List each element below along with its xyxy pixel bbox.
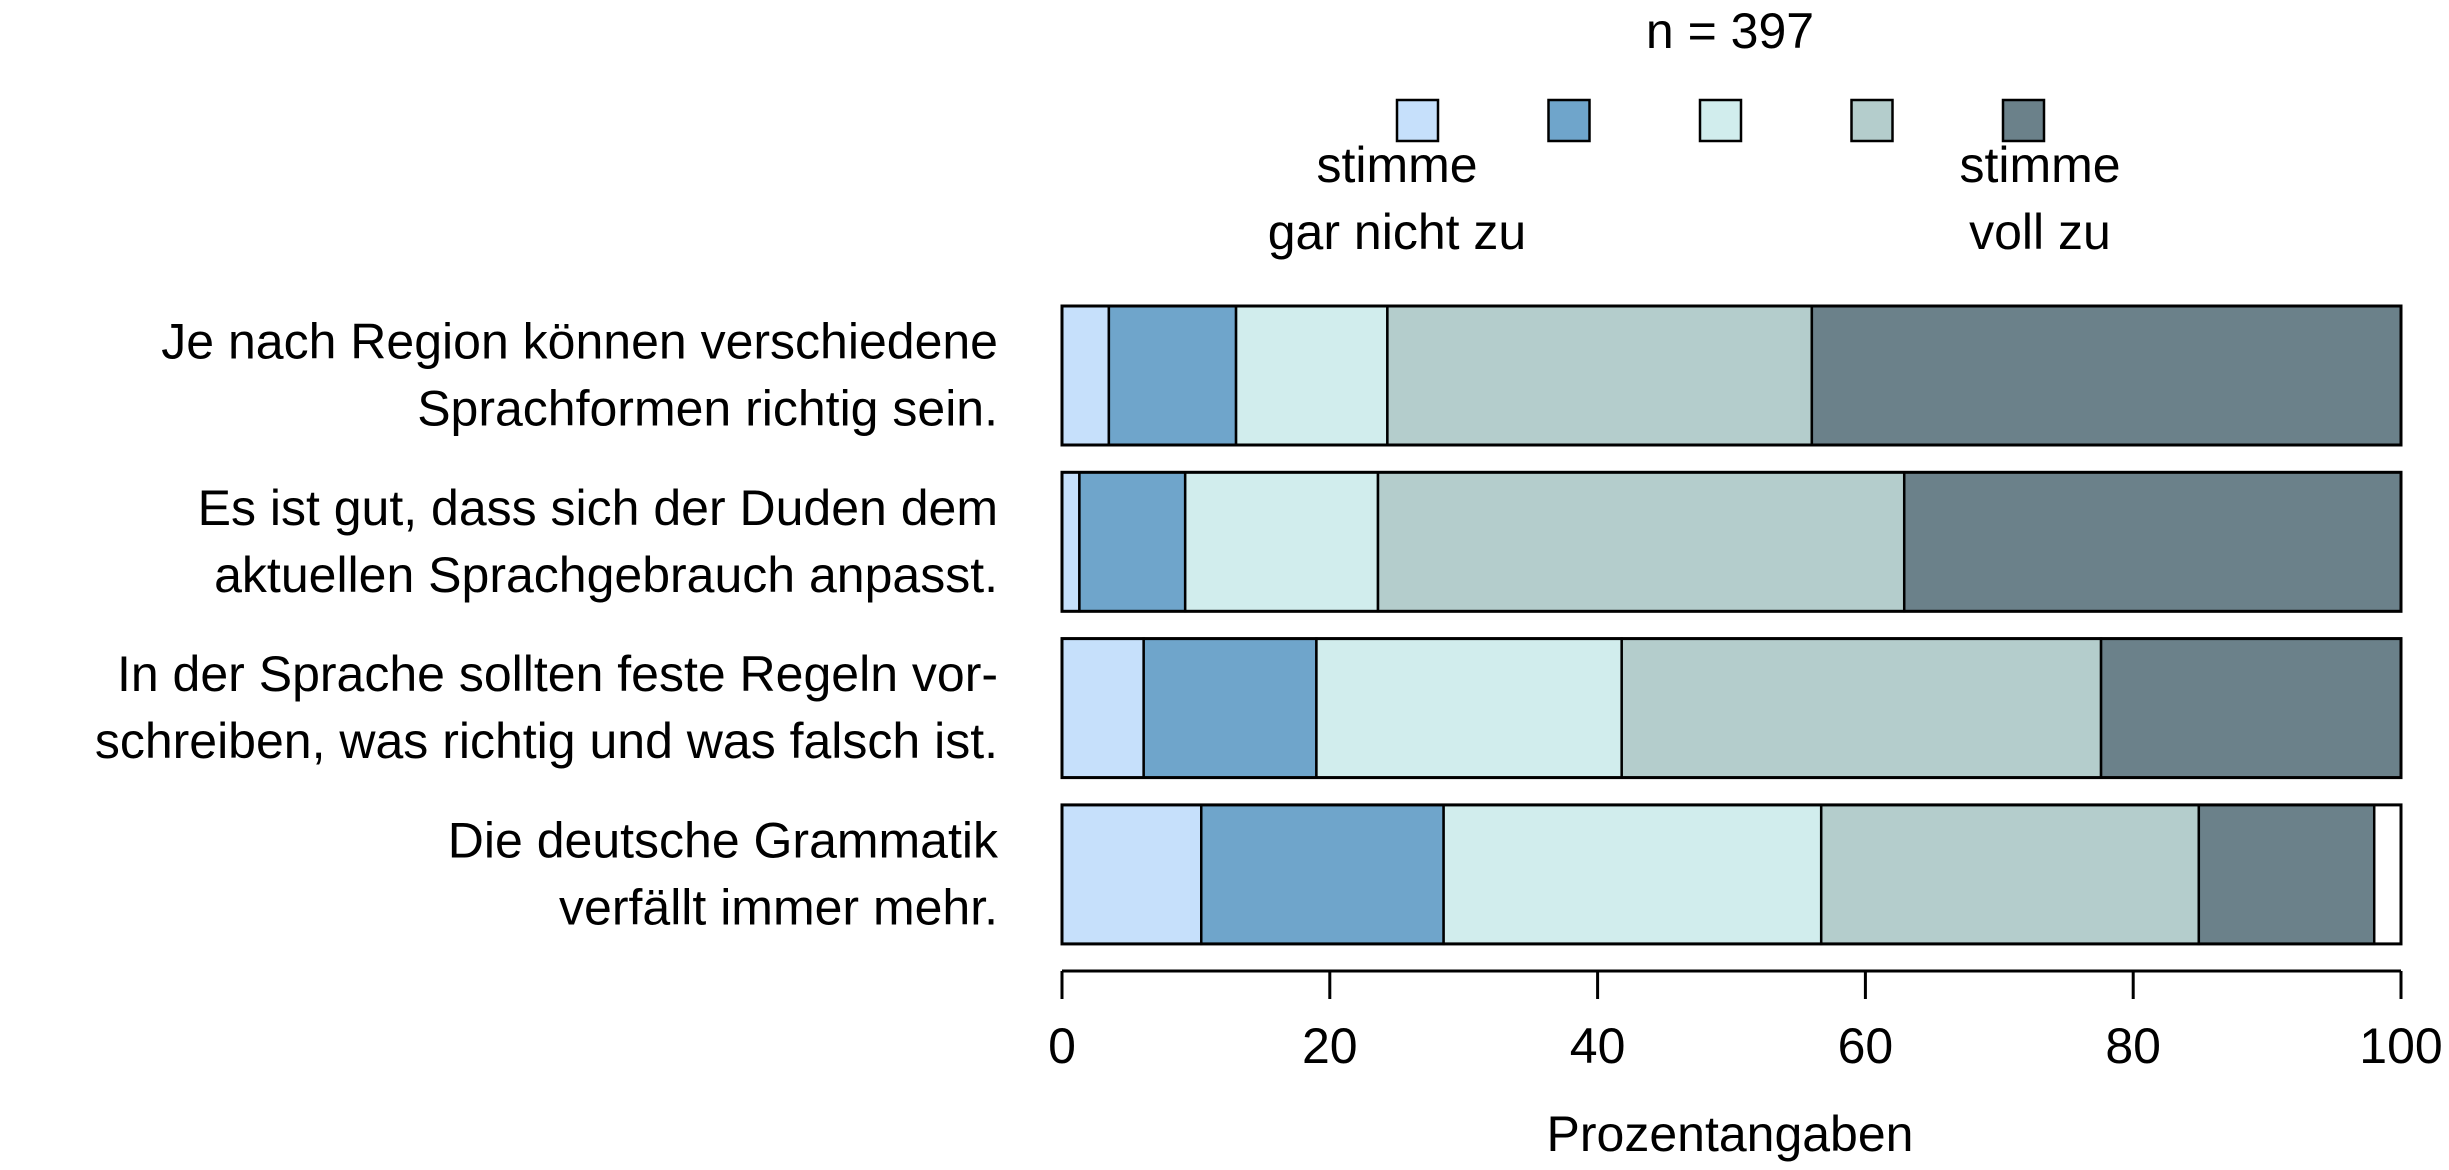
legend-high-label-line1: stimme: [1959, 137, 2120, 193]
bar-segment-row1-level1: [1060, 304, 1111, 447]
legend-swatch-2: [1547, 98, 1591, 143]
legend-swatch-5: [2001, 98, 2046, 143]
bar-segment-row2-level1: [1060, 471, 1081, 613]
bars: [1060, 304, 2403, 946]
category-label-row3-line2: schreiben, was richtig und was falsch is…: [95, 713, 998, 769]
category-label-row2-line1: Es ist gut, dass sich der Duden dem: [198, 480, 998, 536]
bar-segment-row2-level2: [1078, 471, 1187, 613]
bar-segment-row4-level2: [1200, 803, 1445, 946]
bar-outline-row1: [1060, 304, 2403, 447]
legend-swatch-3: [1698, 98, 1743, 143]
category-labels: Je nach Region können verschiedene Sprach…: [95, 314, 999, 936]
legend-low-label-line2: gar nicht zu: [1268, 204, 1526, 260]
legend: [1395, 98, 2046, 143]
bar-segment-row3-level5: [2099, 637, 2403, 779]
legend-low-label: stimme gar nicht zu: [1268, 137, 1526, 260]
bar-outline-row3: [1060, 637, 2403, 780]
bar-outline-row2: [1060, 470, 2403, 613]
category-label-row1-line2: Sprachformen richtig sein.: [417, 381, 998, 437]
category-label-row4-line1: Die deutsche Grammatik: [448, 812, 999, 868]
x-axis: 0 20 40 60 80 100: [1048, 969, 2443, 1074]
bar-segment-row2-level3: [1183, 471, 1380, 613]
x-tick-label-40: 40: [1570, 1018, 1626, 1074]
bar-segment-row1-level4: [1386, 304, 1814, 447]
bar-segment-row4-level4: [1819, 803, 2201, 946]
bar-segment-row3-level3: [1315, 637, 1623, 779]
bar-segment-row2-level5: [1902, 471, 2403, 613]
chart-title: n = 397: [1646, 3, 1814, 59]
x-tick-label-80: 80: [2105, 1018, 2161, 1074]
legend-swatch-4: [1850, 98, 1894, 143]
legend-high-label: stimme voll zu: [1959, 137, 2120, 260]
x-axis-label: Prozentangaben: [1547, 1106, 1914, 1162]
x-tick-label-0: 0: [1048, 1018, 1076, 1074]
bar-segment-row3-level4: [1620, 637, 2103, 779]
category-label-row3-line1: In der Sprache sollten feste Regeln vor-: [117, 646, 998, 702]
x-tick-label-60: 60: [1838, 1018, 1894, 1074]
legend-swatch-1: [1395, 98, 1440, 143]
category-label-row1-line1: Je nach Region können verschiedene: [161, 314, 998, 370]
x-tick-label-20: 20: [1302, 1018, 1358, 1074]
bar-segment-row3-level1: [1060, 637, 1145, 779]
bar-segment-row1-level5: [1810, 304, 2403, 447]
bar-outline-row4: [1060, 803, 2403, 946]
bar-segment-row3-level2: [1142, 637, 1318, 779]
bar-segment-row4-level3: [1442, 803, 1823, 946]
bar-segment-row4-level5: [2197, 803, 2376, 946]
legend-low-label-line1: stimme: [1316, 137, 1477, 193]
category-label-row2-line2: aktuellen Sprachgebrauch anpasst.: [214, 547, 998, 603]
bar-segment-row4-level1: [1060, 803, 1203, 946]
legend-high-label-line2: voll zu: [1969, 204, 2111, 260]
category-label-row4-line2: verfällt immer mehr.: [559, 879, 998, 935]
bar-segment-row1-level2: [1107, 304, 1238, 447]
bar-segment-row2-level4: [1376, 471, 1906, 613]
x-tick-label-100: 100: [2359, 1018, 2442, 1074]
bar-segment-row1-level3: [1234, 304, 1389, 447]
